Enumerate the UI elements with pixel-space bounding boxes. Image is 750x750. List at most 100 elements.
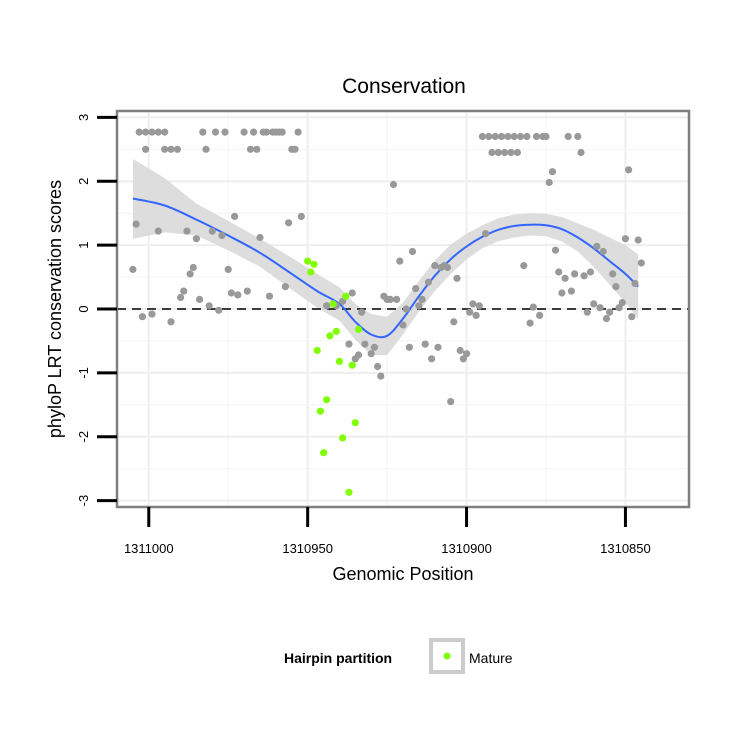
other-point <box>526 319 534 327</box>
legend-title: Hairpin partition <box>284 650 392 666</box>
other-point <box>542 132 550 141</box>
other-point <box>138 313 146 321</box>
other-point <box>634 236 642 244</box>
other-point <box>612 283 620 291</box>
other-point <box>386 295 394 303</box>
other-point <box>402 305 410 313</box>
mature-point <box>329 300 337 308</box>
other-point <box>453 274 461 282</box>
other-point <box>593 242 601 250</box>
other-point <box>246 145 255 153</box>
other-point <box>167 145 175 153</box>
other-point <box>234 291 242 299</box>
other-point <box>297 212 305 220</box>
other-point <box>227 289 235 297</box>
other-point <box>358 308 366 316</box>
x-axis-title: Genomic Position <box>332 564 473 584</box>
other-point <box>631 279 639 288</box>
other-point <box>367 350 375 358</box>
mature-point <box>342 292 350 300</box>
other-point <box>431 262 439 270</box>
other-point <box>625 166 633 174</box>
other-point <box>199 128 207 136</box>
other-point <box>211 128 220 136</box>
other-point <box>412 285 420 293</box>
other-point <box>281 283 289 291</box>
mature-point <box>339 434 347 442</box>
y-tick-label: 3 <box>76 114 91 121</box>
other-point <box>167 318 175 326</box>
other-point <box>517 132 525 141</box>
other-point <box>545 178 553 187</box>
other-point <box>161 128 169 136</box>
other-point <box>399 321 407 329</box>
y-tick-label: -1 <box>76 367 91 379</box>
other-point <box>173 145 181 153</box>
other-point <box>231 212 239 220</box>
other-point <box>224 265 232 273</box>
other-point <box>469 300 477 308</box>
other-point <box>485 132 493 141</box>
other-point <box>606 308 614 316</box>
other-point <box>488 148 496 157</box>
other-point <box>323 302 331 310</box>
other-point <box>205 302 213 310</box>
other-point <box>405 343 413 351</box>
other-point <box>189 263 197 272</box>
mature-point <box>313 346 321 355</box>
mature-point <box>320 449 328 457</box>
other-point <box>294 128 302 136</box>
other-point <box>536 311 544 319</box>
mature-point <box>323 396 331 404</box>
other-point <box>637 259 645 267</box>
other-point <box>253 145 261 153</box>
other-point <box>510 132 518 141</box>
other-point <box>520 262 528 270</box>
other-point <box>208 227 216 235</box>
mature-point <box>307 268 315 276</box>
confidence-ribbon <box>132 158 639 355</box>
other-point <box>561 274 569 282</box>
other-point <box>421 340 429 348</box>
smooth-line <box>132 197 639 339</box>
other-point <box>501 148 509 157</box>
other-point <box>180 287 188 295</box>
other-point <box>577 148 585 157</box>
other-point <box>428 355 436 363</box>
other-point <box>418 295 426 303</box>
other-point <box>348 289 356 297</box>
other-point <box>389 180 398 189</box>
other-point <box>555 268 563 276</box>
other-point <box>393 295 401 303</box>
other-point <box>250 128 258 136</box>
mature-point <box>310 260 318 268</box>
other-point <box>450 318 458 326</box>
other-point <box>564 132 572 141</box>
mature-point <box>304 257 312 265</box>
other-point <box>497 132 506 141</box>
other-point <box>186 270 194 278</box>
other-point <box>345 340 353 348</box>
other-point <box>183 227 191 235</box>
other-point <box>135 128 143 136</box>
legend-mature-label: Mature <box>469 650 513 666</box>
other-point <box>243 287 251 295</box>
confidence-ribbon-layer <box>132 158 639 355</box>
mature-point <box>332 327 340 335</box>
other-point <box>374 362 382 371</box>
other-point <box>475 302 483 310</box>
mature-point <box>345 488 353 496</box>
other-point <box>408 247 417 256</box>
other-point <box>154 128 162 136</box>
other-point <box>196 295 204 303</box>
other-point <box>590 300 598 308</box>
other-point <box>142 145 150 153</box>
other-point <box>240 128 248 136</box>
legend: Hairpin partition Mature <box>284 638 513 674</box>
other-point <box>132 220 140 228</box>
x-axis: 1311000 1310950 1310900 1310850 <box>124 507 651 556</box>
other-point <box>285 219 293 227</box>
mature-point <box>354 325 363 333</box>
other-point <box>513 148 522 157</box>
